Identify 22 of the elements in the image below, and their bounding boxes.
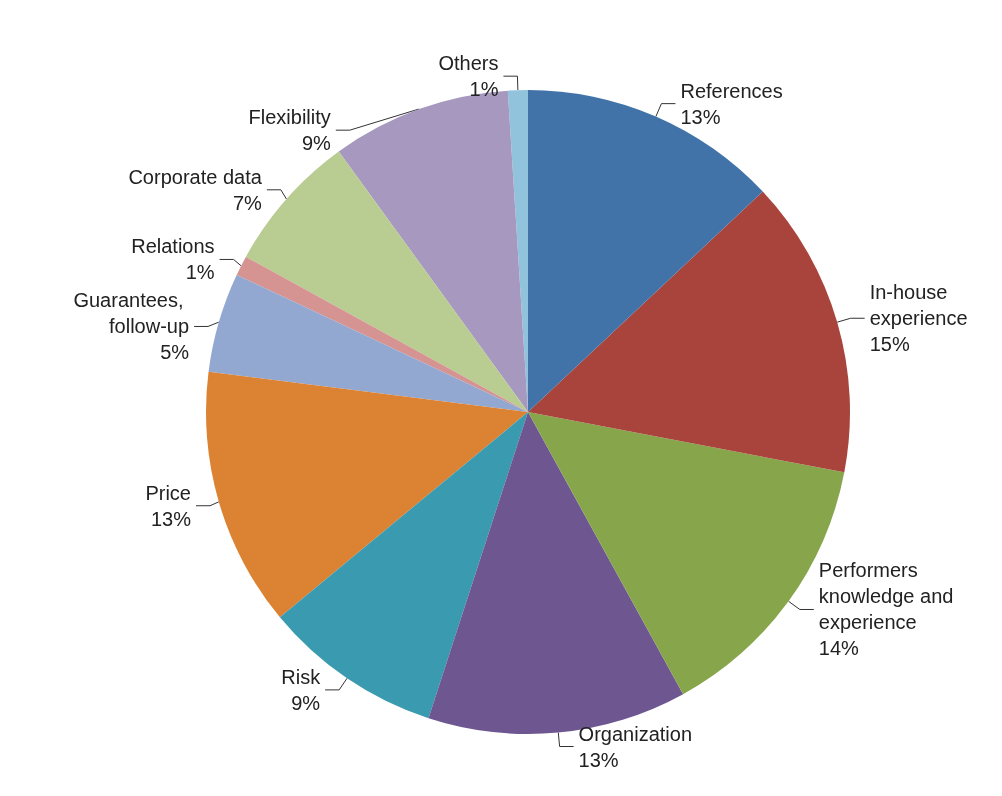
data-label: 14% xyxy=(818,637,860,660)
data-label: 9% xyxy=(291,691,321,714)
slice-label: Price xyxy=(145,481,191,504)
data-label: 1% xyxy=(469,78,499,101)
data-label: 13% xyxy=(680,105,721,128)
data-label: 9% xyxy=(301,132,332,155)
slice-label: Relations xyxy=(131,235,215,258)
data-label: 7% xyxy=(232,191,263,214)
slice-label: Flexibility xyxy=(248,106,331,129)
slice-label: Others xyxy=(438,52,499,75)
data-label: 15% xyxy=(869,333,910,356)
slice-label: References xyxy=(680,79,783,102)
slice-label: Corporate data xyxy=(128,165,263,188)
data-label: 13% xyxy=(150,507,192,530)
data-label: 5% xyxy=(160,341,190,364)
data-label: 13% xyxy=(578,748,619,771)
slice-label: Performers knowledge and experience xyxy=(818,559,959,634)
slice-label: Guarantees, follow-up xyxy=(73,289,190,338)
data-label: 1% xyxy=(185,261,215,284)
slice-label: In-house experience xyxy=(869,281,968,330)
slice-label: Organization xyxy=(578,722,693,745)
slice-label: Risk xyxy=(281,665,322,688)
